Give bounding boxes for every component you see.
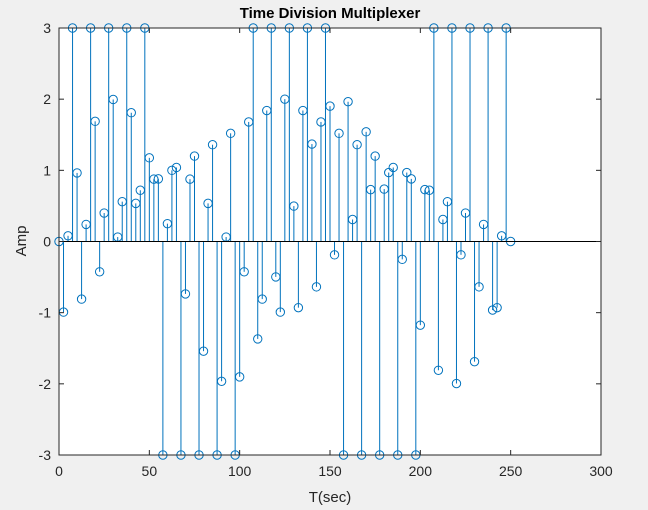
- stem-marker: [126, 108, 136, 118]
- stem-marker: [334, 128, 344, 139]
- stem-marker: [343, 96, 353, 107]
- stem-marker: [144, 153, 155, 163]
- x-tick-label: 250: [499, 463, 523, 479]
- stem-marker: [275, 307, 286, 317]
- stem-marker: [225, 128, 236, 139]
- stem-marker: [153, 174, 164, 184]
- stem-marker: [108, 94, 118, 105]
- stem-marker: [352, 140, 362, 150]
- y-tick-label: 1: [43, 162, 51, 178]
- stem-marker: [180, 289, 191, 299]
- stem-marker: [311, 282, 322, 292]
- stem-marker: [420, 184, 430, 195]
- y-tick-label: -3: [39, 447, 52, 463]
- stem-marker: [397, 254, 407, 265]
- stem-marker: [406, 174, 416, 184]
- stem-marker: [402, 167, 412, 178]
- stem-marker: [216, 376, 227, 387]
- chart-title: Time Division Multiplexer: [240, 5, 421, 22]
- stem-marker: [474, 282, 484, 292]
- stem-marker: [492, 302, 502, 313]
- x-tick-label: 100: [228, 463, 252, 479]
- x-tick-label: 300: [589, 463, 613, 479]
- stem-marker: [451, 378, 462, 389]
- stem-marker: [90, 116, 100, 127]
- x-ticks: 0 50 100 150 200 250 300: [55, 28, 613, 479]
- y-tick-label: 2: [43, 91, 51, 107]
- stem-marker: [415, 320, 426, 330]
- x-axis-label: T(sec): [309, 489, 352, 506]
- stem-marker: [257, 294, 267, 304]
- stem-marker: [388, 162, 398, 173]
- stem-marker: [433, 365, 444, 375]
- stem-series: [54, 23, 516, 460]
- stem-marker: [487, 305, 498, 315]
- stem-marker: [253, 334, 263, 344]
- y-tick-label: 3: [43, 20, 51, 36]
- stem-marker: [207, 140, 218, 150]
- y-axis-label: Amp: [13, 226, 30, 257]
- stem-marker: [289, 201, 299, 211]
- y-tick-label: 0: [43, 234, 51, 250]
- stem-marker: [361, 127, 371, 137]
- y-ticks: -3 -2 -1 0 1 2 3: [39, 20, 601, 463]
- x-tick-label: 0: [55, 463, 63, 479]
- x-tick-label: 200: [409, 463, 433, 479]
- stem-marker: [469, 356, 480, 367]
- stem-marker: [72, 168, 82, 178]
- stem-marker: [325, 101, 335, 111]
- stem-marker: [94, 267, 105, 277]
- y-tick-label: -1: [39, 305, 52, 321]
- stem-marker: [370, 151, 380, 161]
- x-tick-label: 50: [142, 463, 158, 479]
- stem-marker: [307, 139, 317, 149]
- stem-marker: [76, 294, 87, 304]
- y-tick-label: -2: [39, 376, 52, 392]
- x-tick-label: 150: [318, 463, 342, 479]
- stem-marker: [189, 151, 200, 161]
- stem-marker: [456, 250, 466, 260]
- stem-marker: [329, 250, 340, 260]
- stem-marker: [293, 302, 304, 313]
- stem-marker: [239, 267, 249, 277]
- stem-marker: [198, 346, 209, 356]
- stem-marker: [234, 372, 245, 382]
- stem-marker: [171, 162, 182, 173]
